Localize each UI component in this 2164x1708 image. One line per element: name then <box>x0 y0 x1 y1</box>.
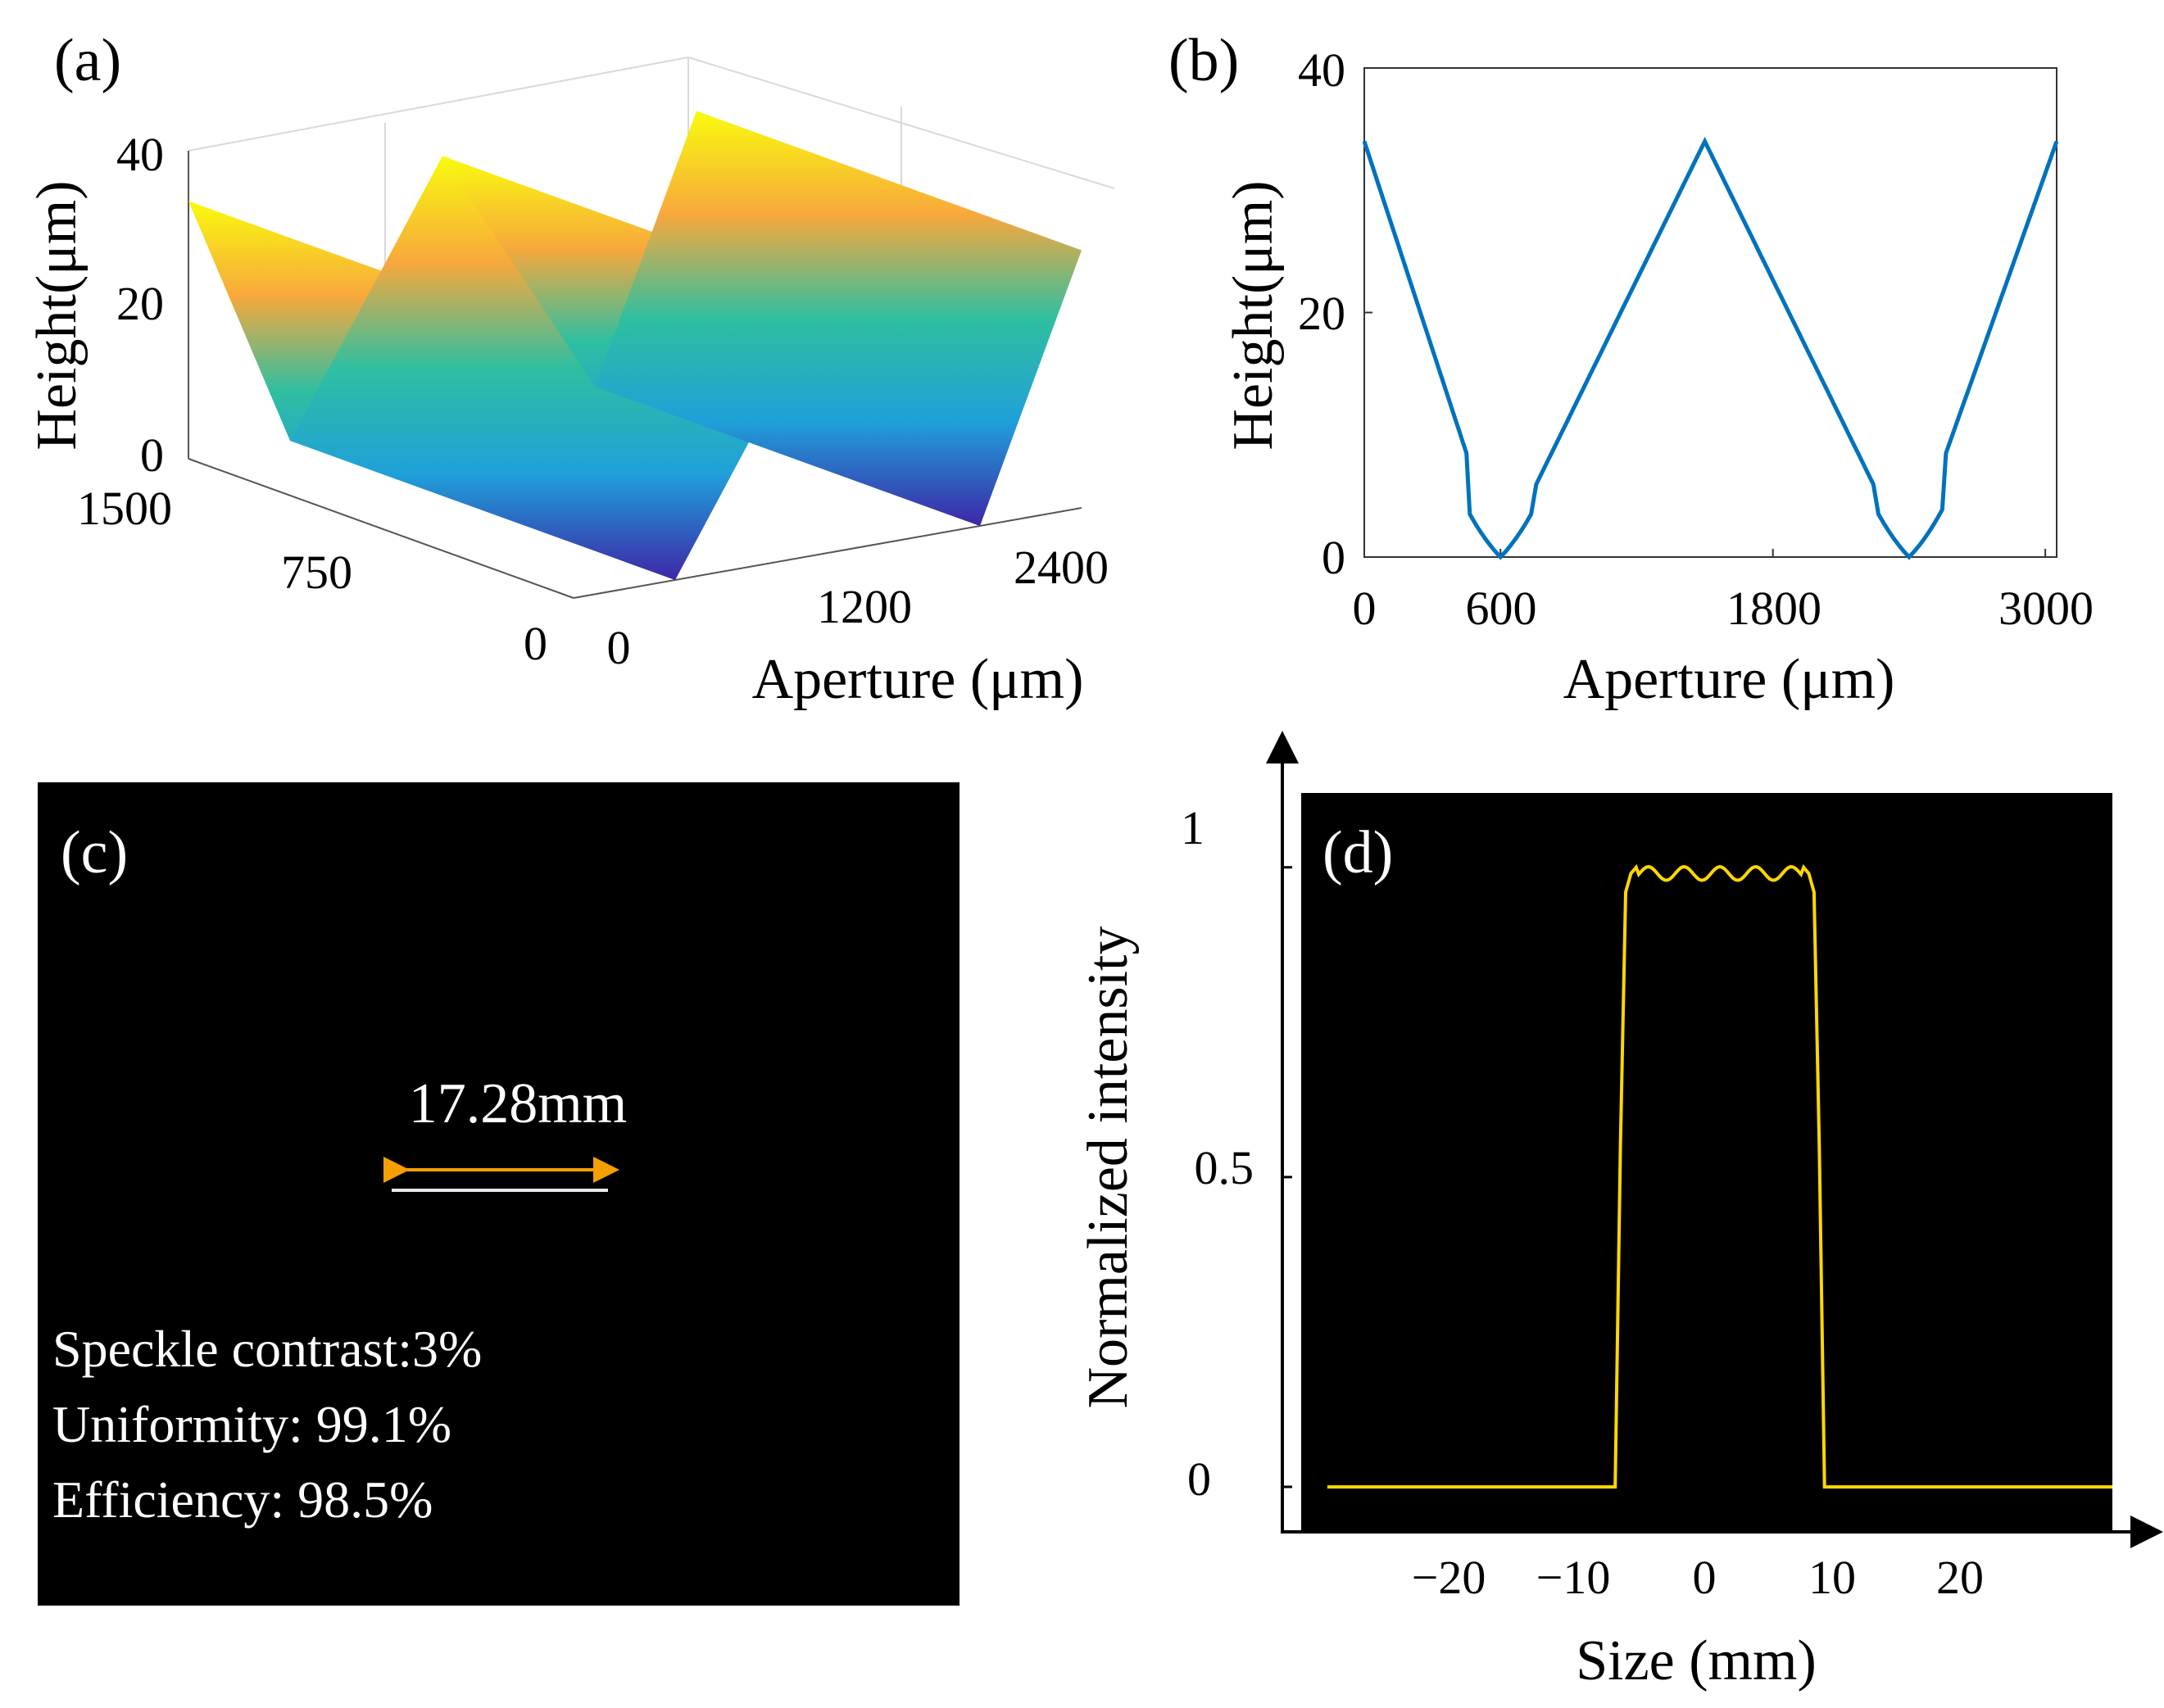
panel-d-ticks <box>1282 866 1983 1532</box>
panel-d-label: (d) <box>1322 819 1393 886</box>
panel-b-line: (b) 40 20 0 0 600 1800 3000 Height(μm) A… <box>1168 27 2094 711</box>
panel-a-face-3 <box>595 111 1082 526</box>
panel-d-ylabel: Normalized intensity <box>1077 926 1140 1408</box>
panel-c-image: (c) 17.28mm Speckle contrast:3% Uniformi… <box>38 782 960 1606</box>
panel-d-xtick-m20: −20 <box>1412 1551 1486 1604</box>
panel-d-xlabel: Size (mm) <box>1576 1629 1817 1692</box>
panel-b-xtick-3000: 3000 <box>1998 582 2094 635</box>
panel-a-surface: (a) 40 20 0 1500 750 0 0 1200 2400 Heigh… <box>25 27 1115 711</box>
panel-b-xtick-0: 0 <box>1353 582 1377 635</box>
panel-a-ytick-1500: 1500 <box>77 482 172 535</box>
panel-a-ytick-750: 750 <box>281 546 352 599</box>
panel-d-series-intensity <box>1327 863 2112 1489</box>
panel-c-background <box>38 782 960 1606</box>
panel-b-label: (b) <box>1168 27 1239 94</box>
panel-a-ytick-0: 0 <box>524 617 547 670</box>
panel-a-ztick-0: 0 <box>140 428 164 482</box>
panel-a-axes <box>188 151 1082 599</box>
panel-b-ytick-0: 0 <box>1322 531 1345 584</box>
panel-a-xtick-0: 0 <box>607 621 631 674</box>
panel-d-ytick-1: 1 <box>1181 801 1204 854</box>
panel-b-xlabel: Aperture (μm) <box>1563 648 1895 711</box>
panel-a-ztick-20: 20 <box>116 277 164 330</box>
panel-d-xtick-0: 0 <box>1693 1551 1717 1604</box>
panel-d-line: (d) 1 0.5 0 −20 −10 0 10 20 Normalized i… <box>1077 731 2163 1692</box>
panel-a-surface-faces <box>188 111 1082 580</box>
panel-b-ytick-20: 20 <box>1298 287 1345 340</box>
panel-b-ticks <box>1363 67 2047 558</box>
panel-b-ytick-40: 40 <box>1298 43 1345 97</box>
panel-d-xtick-10: 10 <box>1808 1551 1856 1604</box>
panel-a-zlabel: Height(μm) <box>25 180 88 450</box>
panel-d-xtick-20: 20 <box>1936 1551 1984 1604</box>
panel-c-stat-uniformity: Uniformity: 99.1% <box>52 1395 451 1453</box>
panel-a-label: (a) <box>54 27 121 94</box>
panel-d-xtick-m10: −10 <box>1536 1551 1611 1604</box>
panel-a-xtick-1200: 1200 <box>817 580 912 633</box>
panel-c-label: (c) <box>61 819 128 886</box>
panel-c-stat-efficiency: Efficiency: 98.5% <box>52 1470 433 1529</box>
panel-a-ztick-40: 40 <box>116 128 164 181</box>
panel-a-xtick-2400: 2400 <box>1014 541 1109 594</box>
panel-c-stat-speckle: Speckle contrast:3% <box>52 1320 482 1378</box>
panel-d-ytick-0.5: 0.5 <box>1195 1141 1254 1194</box>
panel-d-plot-background <box>1301 793 2112 1530</box>
panel-d-ytick-0: 0 <box>1187 1452 1211 1506</box>
panel-b-series-profile <box>1362 136 2059 560</box>
panel-c-scale-label: 17.28mm <box>409 1072 627 1135</box>
panel-b-ylabel: Height(μm) <box>1222 180 1285 450</box>
panel-b-xtick-600: 600 <box>1466 582 1537 635</box>
panel-b-xtick-1800: 1800 <box>1726 582 1821 635</box>
panel-c-beam-line <box>392 1189 608 1192</box>
panel-a-xlabel: Aperture (μm) <box>752 648 1084 711</box>
